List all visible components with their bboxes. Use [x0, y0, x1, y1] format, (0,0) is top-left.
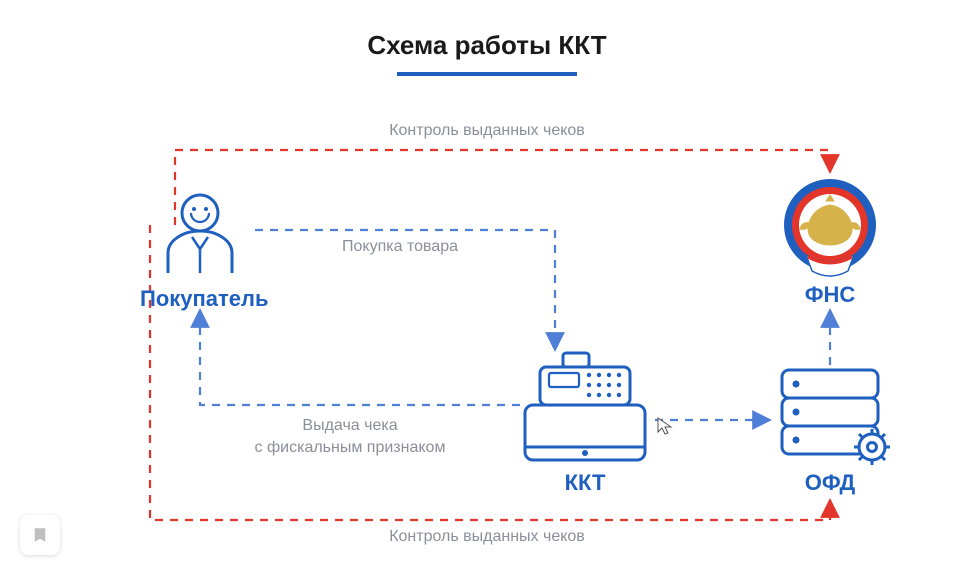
- edge-label-receipt: Выдача чека с фискальным признаком: [210, 415, 490, 458]
- kkt-label: ККТ: [545, 470, 625, 496]
- title-underline: [397, 72, 577, 76]
- edge-label-purchase: Покупка товара: [290, 238, 510, 256]
- server-icon: [782, 370, 890, 465]
- edge-label-control-top: Контроль выданных чеков: [300, 122, 674, 140]
- buyer-icon: [168, 195, 232, 273]
- fns-label: ФНС: [790, 282, 870, 308]
- edge-control-bottom: [150, 225, 830, 520]
- bookmark-icon: [31, 526, 49, 544]
- edge-label-receipt-line1: Выдача чека: [302, 417, 397, 434]
- edge-control-top: [175, 150, 830, 225]
- bookmark-button[interactable]: [20, 515, 60, 555]
- ofd-label: ОФД: [790, 470, 870, 496]
- buyer-label: Покупатель: [140, 286, 260, 312]
- cursor-icon: [658, 418, 671, 434]
- edge-label-receipt-line2: с фискальным признаком: [255, 439, 446, 456]
- fns-emblem-icon: [784, 179, 876, 276]
- edge-label-control-bottom: Контроль выданных чеков: [300, 528, 674, 546]
- edge-receipt: [200, 310, 520, 405]
- cash-register-icon: [525, 353, 645, 460]
- diagram-title: Схема работы ККТ: [0, 30, 974, 61]
